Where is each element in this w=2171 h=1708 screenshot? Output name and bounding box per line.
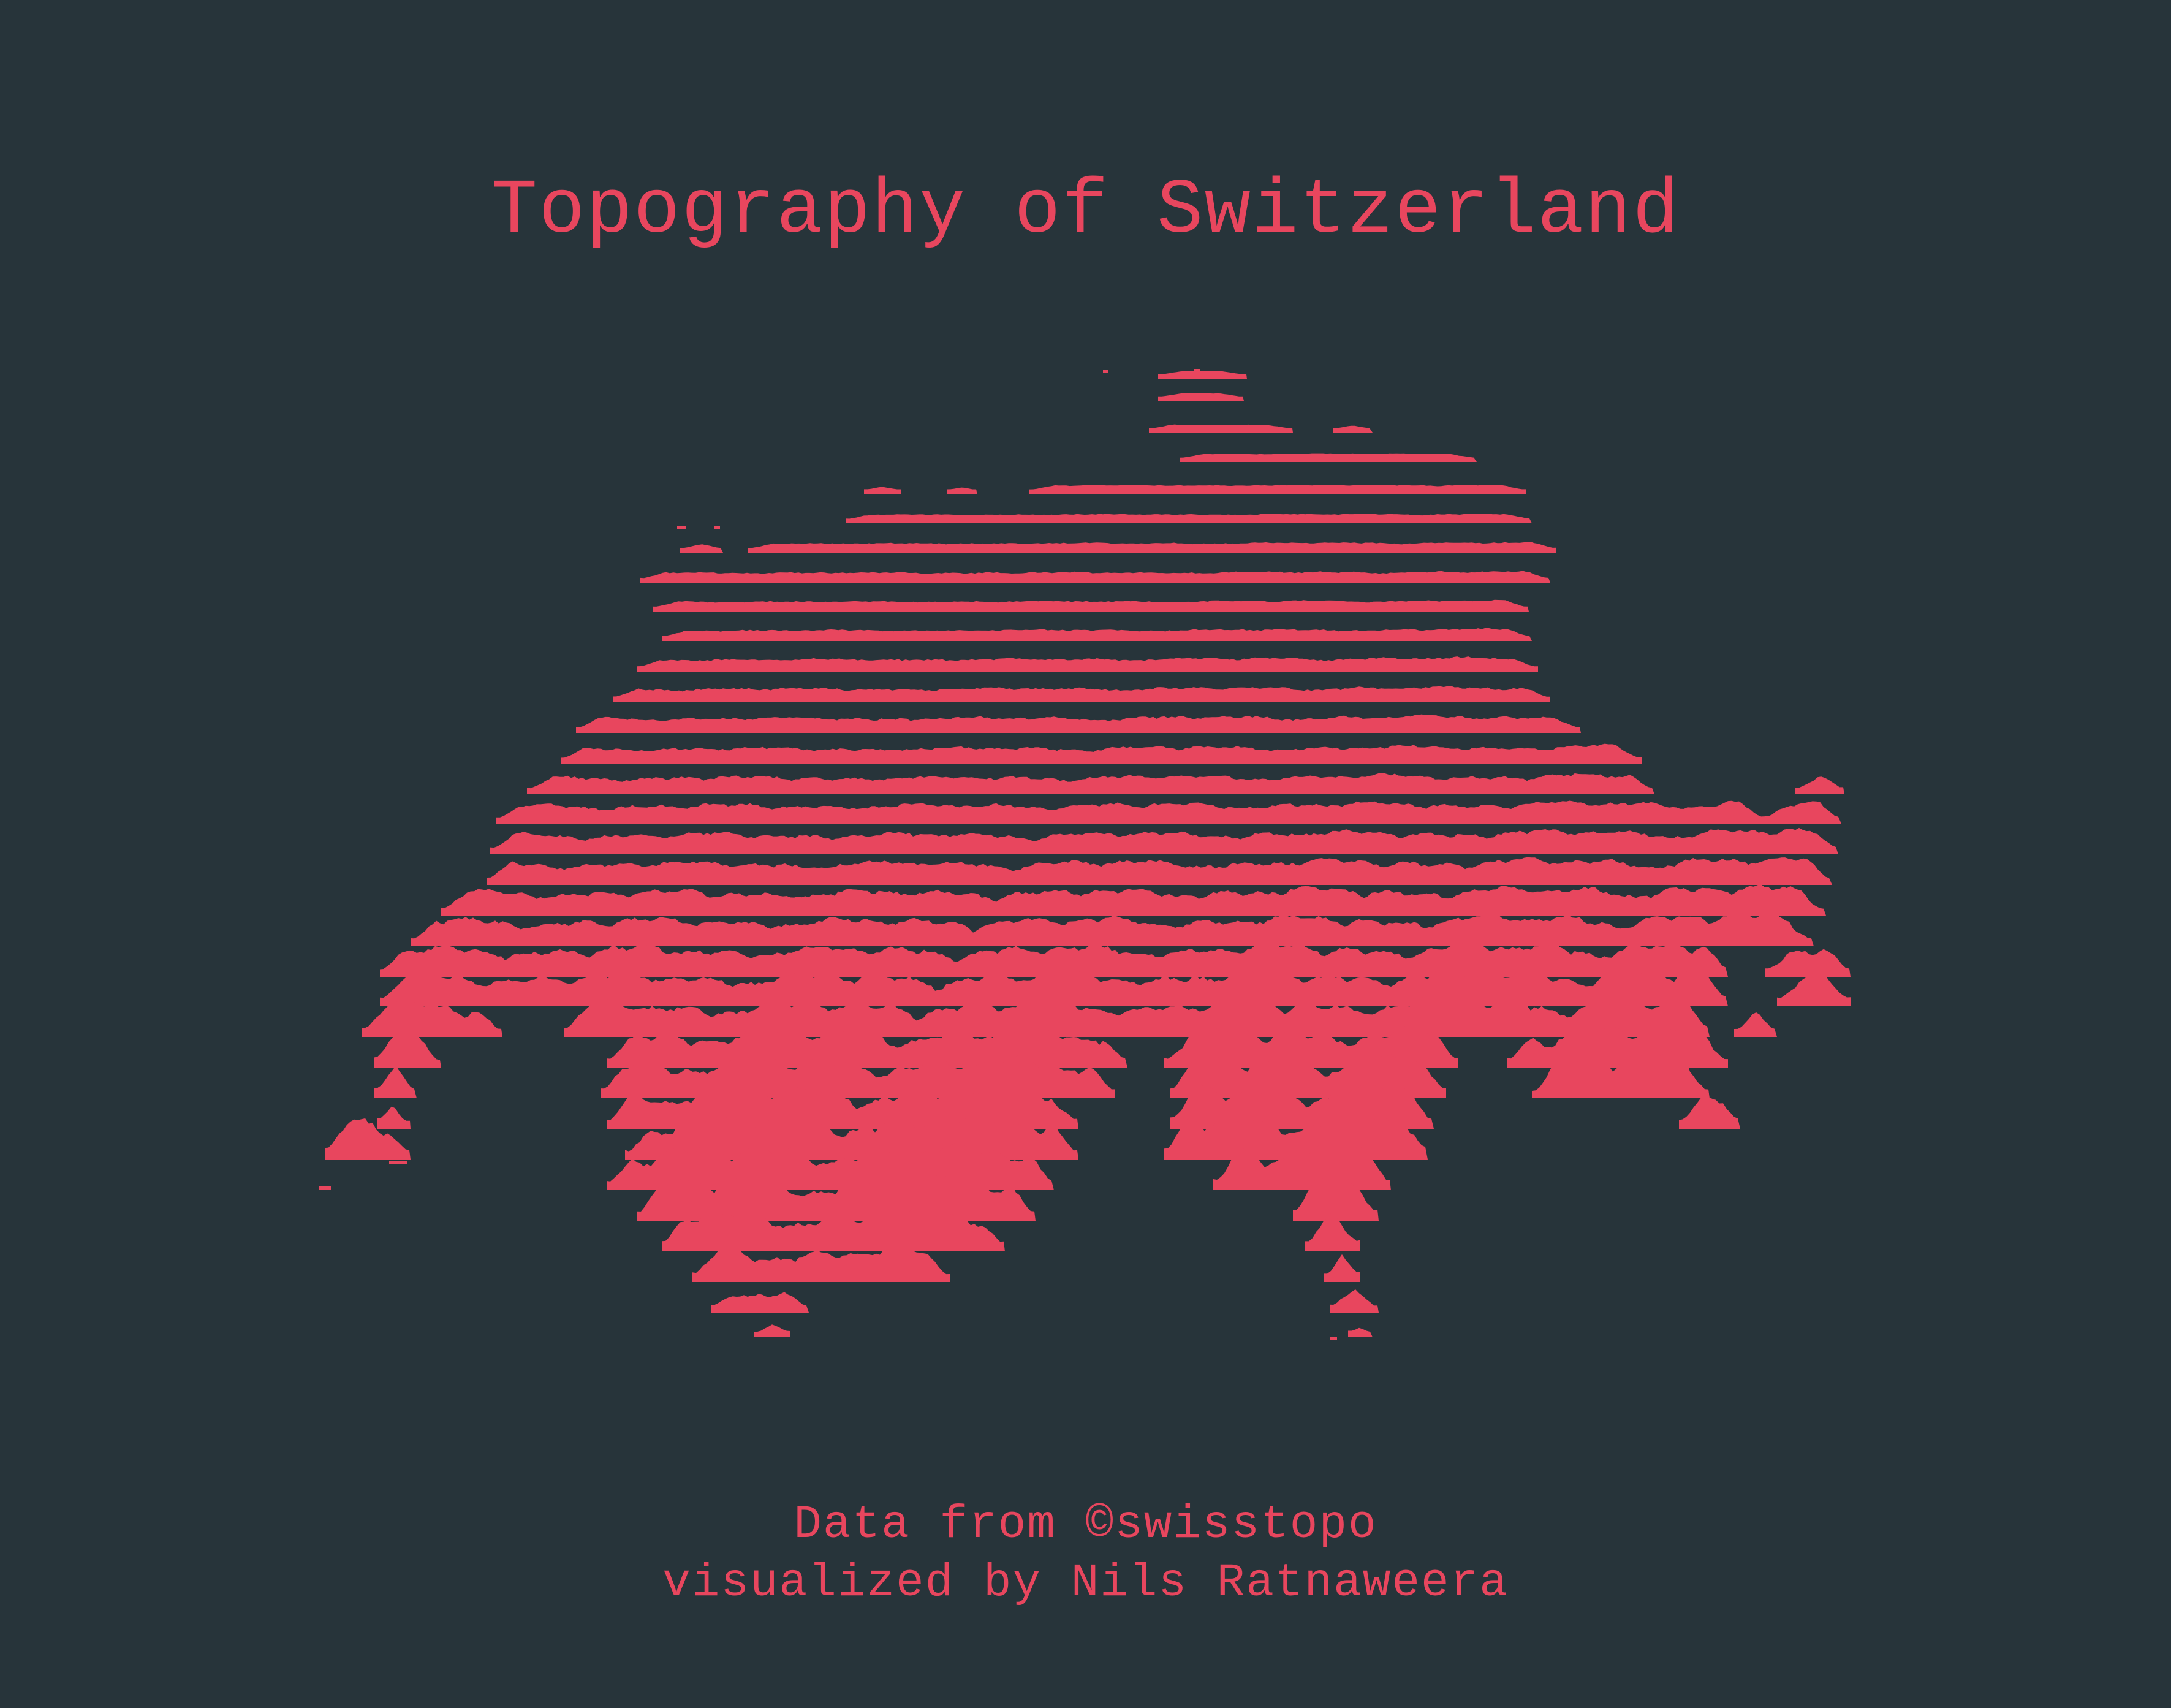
ridgeline-row-22-segment-1 xyxy=(380,969,1728,1006)
ridgeline-row-33-segment-2 xyxy=(1348,1327,1373,1337)
ridgeline-row-28-segment-2 xyxy=(1213,1144,1391,1190)
ridgeline-row-29-segment-1 xyxy=(637,1174,1036,1221)
ridgeline-row-15-segment-2 xyxy=(1795,776,1844,794)
ridgeline-fragment-1 xyxy=(1194,369,1200,372)
ridgeline-row-19-segment-1 xyxy=(441,884,1826,916)
ridgeline-row-14-segment-1 xyxy=(561,743,1642,764)
ridgeline-row-21-segment-2 xyxy=(1765,949,1851,977)
ridgeline-row-2-segment-1 xyxy=(1158,393,1244,401)
ridgeline-fragment-3 xyxy=(677,526,686,529)
ridgeline-row-30-segment-1 xyxy=(662,1209,1005,1251)
ridgeline-row-8-segment-1 xyxy=(640,571,1550,583)
ridgeline-row-4-segment-1 xyxy=(1180,453,1477,462)
ridgeline-row-3-segment-2 xyxy=(1333,425,1373,433)
ridgeline-row-5-segment-2 xyxy=(947,487,977,494)
ridgeline-fragment-6 xyxy=(389,1161,407,1164)
ridgeline-row-29-segment-2 xyxy=(1293,1177,1379,1221)
ridgeline-row-30-segment-2 xyxy=(1305,1213,1360,1251)
ridgeline-row-32-segment-1 xyxy=(711,1292,809,1313)
ridgeline-row-24-segment-2 xyxy=(607,1027,1127,1068)
ridgeline-row-5-segment-3 xyxy=(1029,485,1526,494)
ridgeline-row-25-segment-1 xyxy=(374,1065,417,1098)
ridgeline-row-12-segment-1 xyxy=(613,686,1550,702)
ridgeline-row-25-segment-4 xyxy=(1532,1051,1710,1098)
ridgeline-fragment-4 xyxy=(714,526,720,529)
data-source-credit: Data from ©swisstopo xyxy=(794,1498,1377,1551)
ridgeline-row-11-segment-1 xyxy=(637,656,1538,672)
ridgeline-row-32-segment-2 xyxy=(1330,1289,1379,1313)
ridgeline-row-20-segment-1 xyxy=(411,913,1814,946)
ridgeline-row-16-segment-1 xyxy=(496,800,1765,824)
ridgeline-row-26-segment-3 xyxy=(1170,1083,1434,1129)
ridgeline-row-26-segment-4 xyxy=(1679,1095,1740,1129)
ridgeline-row-22-segment-2 xyxy=(1777,972,1851,1006)
ridgeline-row-23-segment-2 xyxy=(564,996,1710,1037)
ridgeline-row-6-segment-1 xyxy=(846,514,1532,523)
ridgeline-row-21-segment-1 xyxy=(380,942,1728,977)
ridgeline-row-15-segment-1 xyxy=(527,773,1654,794)
ridgeline-row-7-segment-2 xyxy=(748,542,1556,553)
ridgeline-row-23-segment-3 xyxy=(1734,1012,1777,1037)
ridgeline-fragment-7 xyxy=(1330,1337,1337,1340)
ridgeline-row-10-segment-1 xyxy=(662,628,1532,641)
ridgeline-row-27-segment-1 xyxy=(325,1118,411,1160)
ridgeline-row-16-segment-2 xyxy=(1765,801,1841,824)
ridgeline-row-7-segment-1 xyxy=(680,544,723,553)
ridgeline-row-3-segment-1 xyxy=(1149,424,1293,433)
ridgeline-fragment-2 xyxy=(1103,370,1108,373)
ridgeline-fragment-5 xyxy=(319,1186,331,1190)
ridgeline-row-9-segment-1 xyxy=(653,599,1529,612)
ridgeline-row-26-segment-1 xyxy=(377,1106,411,1129)
ridgeline-row-1-segment-1 xyxy=(1158,371,1247,379)
author-credit: visualized by Nils Ratnaweera xyxy=(662,1557,1509,1609)
ridgeline-row-17-segment-1 xyxy=(490,827,1838,854)
ridgeline-row-25-segment-2 xyxy=(601,1055,1115,1098)
ridgeline-row-18-segment-1 xyxy=(487,857,1832,885)
map-title: Topography of Switzerland xyxy=(491,167,1680,255)
ridgeline-row-5-segment-1 xyxy=(864,487,901,494)
ridgeline-row-33-segment-1 xyxy=(754,1324,790,1337)
ridgeline-row-31-segment-2 xyxy=(1324,1254,1360,1282)
ridgeline-row-13-segment-1 xyxy=(576,714,1581,733)
ridgeline-row-24-segment-1 xyxy=(374,1031,441,1068)
ridgeline-row-31-segment-1 xyxy=(692,1246,950,1282)
ridgeline-row-23-segment-1 xyxy=(362,1000,502,1037)
